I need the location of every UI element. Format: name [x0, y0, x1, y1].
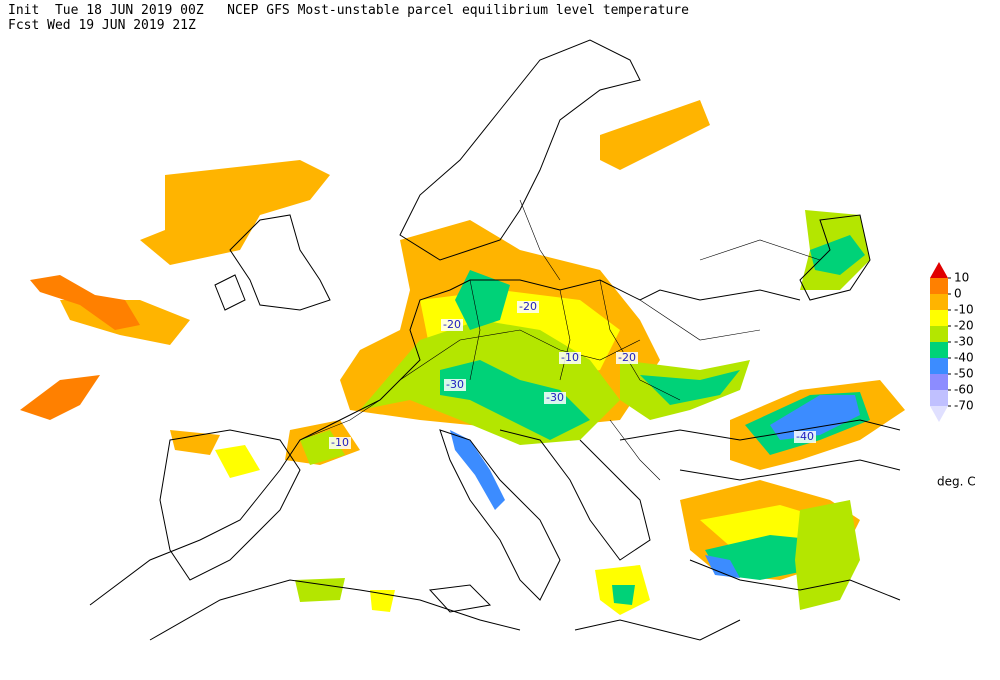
coastline	[214, 274, 246, 311]
coastline	[89, 279, 801, 606]
colorbar-label: 0	[954, 287, 962, 301]
contour-label: -30	[546, 391, 564, 404]
contour-label-bg	[444, 379, 466, 391]
field-blue	[705, 555, 740, 578]
field-amber	[600, 100, 710, 170]
coastline	[399, 39, 641, 261]
field-blue	[770, 395, 860, 440]
colorbar-swatch	[930, 374, 948, 390]
field-yellowgreen	[295, 578, 345, 602]
coastline	[574, 619, 741, 641]
colorbar-label: -60	[954, 383, 974, 397]
coastline	[619, 419, 901, 481]
contour-label: -20	[618, 351, 636, 364]
colorbar-top-triangle	[930, 262, 948, 278]
field-blue	[450, 430, 505, 510]
contour-labels: -20 -20 -10 -20 -30 -30 -10 -40	[329, 300, 816, 449]
colorbar-label: -10	[954, 303, 974, 317]
colorbar-label: 10	[954, 271, 969, 285]
coastline	[159, 429, 301, 581]
colorbar-swatch	[930, 326, 948, 342]
colorbar-unit: deg. C	[937, 475, 976, 489]
field-orange	[20, 375, 100, 420]
colorbar-swatch	[930, 358, 948, 374]
field-amber	[140, 160, 330, 265]
contour-label-bg	[544, 392, 566, 404]
title-line-1: Init Tue 18 JUN 2019 00Z NCEP GFS Most-u…	[8, 3, 689, 18]
field-green	[612, 585, 635, 605]
coastline	[499, 429, 651, 561]
contour-label: -10	[331, 436, 349, 449]
contour-label-bg	[794, 431, 816, 443]
field-green	[455, 270, 510, 330]
field-amber	[170, 430, 220, 455]
field-orange	[30, 275, 140, 330]
field-green	[810, 235, 865, 275]
coastline	[689, 559, 901, 601]
contour-label-bg	[616, 352, 638, 364]
coastline	[428, 584, 492, 613]
coastline	[799, 214, 871, 301]
colorbar-label: -50	[954, 367, 974, 381]
colorbar: 10 0 -10 -20 -30 -40 -50 -60 -70	[930, 262, 974, 422]
contour-label: -10	[561, 351, 579, 364]
field-green	[440, 360, 590, 440]
field-yellowgreen	[795, 500, 860, 610]
colorbar-swatch	[930, 294, 948, 310]
colorbar-bottom-triangle	[930, 406, 948, 422]
field-yellow	[370, 590, 395, 612]
coastline	[229, 214, 331, 311]
field-green	[640, 370, 740, 405]
contour-label: -30	[446, 378, 464, 391]
contour-label: -40	[796, 430, 814, 443]
colorbar-swatch	[930, 342, 948, 358]
title-line-2: Fcst Wed 19 JUN 2019 21Z	[8, 18, 196, 33]
contour-label-bg	[517, 301, 539, 313]
field-yellow	[215, 445, 260, 478]
colorbar-label: -40	[954, 351, 974, 365]
contour-label-bg	[559, 352, 581, 364]
contour-label: -20	[443, 318, 461, 331]
coastline	[149, 579, 521, 641]
colorbar-swatch	[930, 390, 948, 406]
colorbar-label: -70	[954, 399, 974, 413]
shaded-fields	[20, 100, 905, 615]
colorbar-label: -20	[954, 319, 974, 333]
contour-label: -20	[519, 300, 537, 313]
coastlines	[89, 39, 901, 641]
contour-label-bg	[329, 437, 351, 449]
coastline	[439, 429, 561, 601]
colorbar-swatch	[930, 278, 948, 294]
colorbar-label: -30	[954, 335, 974, 349]
colorbar-swatch	[930, 310, 948, 326]
contour-label-bg	[441, 319, 463, 331]
